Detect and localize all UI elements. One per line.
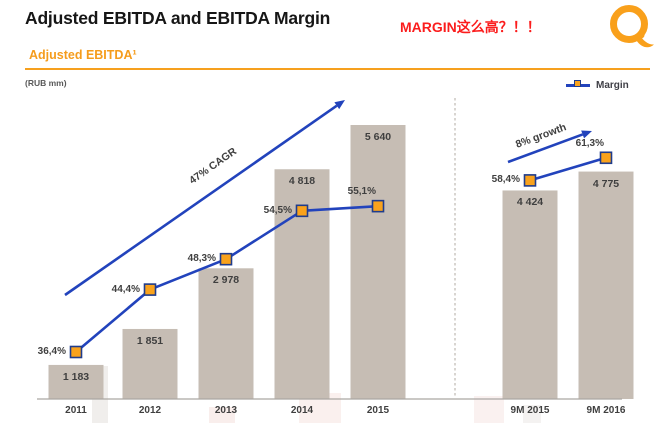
x-axis-label: 2011 xyxy=(65,405,87,416)
trend-caption-annual: 47% CAGR xyxy=(187,145,239,187)
x-axis-label: 9M 2015 xyxy=(510,405,550,416)
margin-line-nine-month xyxy=(529,156,607,182)
ebitda-bar-2011 xyxy=(48,364,104,399)
x-axis-label: 2014 xyxy=(290,405,314,416)
margin-marker-2012 xyxy=(143,283,157,296)
margin-label: 44,4% xyxy=(111,283,140,295)
margin-marker-9M-2016 xyxy=(599,151,613,165)
ebitda-bar-2013 xyxy=(198,268,254,399)
x-axis-label: 2015 xyxy=(366,405,390,416)
margin-marker-2013 xyxy=(219,252,233,266)
margin-line-marker-icon xyxy=(566,80,590,87)
section-title: Adjusted EBITDA¹ xyxy=(29,48,137,62)
bar-value-label: 1 183 xyxy=(62,370,90,383)
x-axis-label: 2013 xyxy=(214,405,238,416)
margin-label: 61,3% xyxy=(575,137,604,149)
trend-arrow-nine-month xyxy=(507,133,584,164)
legend-margin: Margin xyxy=(566,78,629,92)
legend-label: Margin xyxy=(596,79,629,91)
background-watermark xyxy=(209,407,235,423)
background-watermark xyxy=(474,396,504,423)
trend-arrowhead-annual xyxy=(334,100,345,110)
ebitda-bar-9M-2016 xyxy=(578,171,634,399)
x-axis-label: 9M 2016 xyxy=(586,405,626,416)
margin-label: 48,3% xyxy=(187,253,216,265)
ebitda-bar-2012 xyxy=(122,328,178,399)
bar-value-label: 4 775 xyxy=(592,177,620,190)
margin-label: 58,4% xyxy=(491,174,520,186)
x-axis-label: 2012 xyxy=(138,405,162,416)
bar-value-label: 1 851 xyxy=(136,334,164,347)
margin-marker-2015 xyxy=(371,199,385,213)
margin-label: 55,1% xyxy=(347,186,376,198)
bar-value-label: 4 818 xyxy=(288,175,316,188)
bar-value-label: 4 424 xyxy=(516,196,544,209)
ebitda-bar-2015 xyxy=(350,125,406,399)
trend-arrow-annual xyxy=(64,104,338,297)
section-divider-rule xyxy=(25,68,650,70)
margin-label: 54,5% xyxy=(263,204,292,216)
margin-label: 36,4% xyxy=(37,346,66,357)
background-watermark xyxy=(523,405,541,423)
bar-value-label: 2 978 xyxy=(212,274,240,287)
units-label: (RUB mm) xyxy=(25,78,67,88)
ebitda-bar-9M-2015 xyxy=(502,190,558,399)
margin-comment-annotation: MARGIN这么高？！！ xyxy=(400,19,541,35)
bar-value-label: 5 640 xyxy=(364,131,392,143)
qiwi-q-logo-icon xyxy=(610,5,654,48)
margin-marker-2014 xyxy=(295,204,309,218)
margin-marker-9M-2015 xyxy=(523,174,537,187)
margin-square-icon xyxy=(574,80,581,87)
page-title: Adjusted EBITDA and EBITDA Margin xyxy=(25,8,331,28)
margin-marker-2011 xyxy=(69,345,83,359)
trend-arrowhead-nine-month xyxy=(581,130,592,139)
